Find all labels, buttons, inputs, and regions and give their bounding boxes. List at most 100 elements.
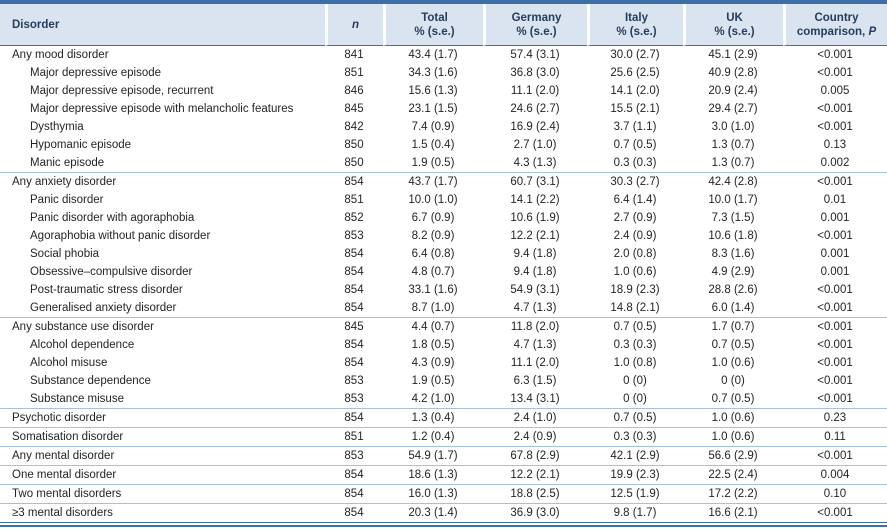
table-row: Panic disorder with agoraphobia 852 6.7 (0… [0,209,887,227]
cell-p: <0.001 [783,503,887,522]
table-body: Any mood disorder 841 43.4 (1.7) 57.4 (3.1)… [0,46,887,522]
cell-italy: 0.3 (0.3) [613,339,657,351]
cell-germany: 36.8 (3.0) [510,67,560,79]
col-header-uk: UK % (s.e.) [683,4,783,46]
col-header-disorder: Disorder [0,4,325,46]
cell-n: 854 [344,284,364,296]
cell-n: 853 [325,446,383,465]
cell-italy: 0.7 (0.5) [613,139,657,151]
cell-germany: 11.1 (2.0) [510,357,560,369]
table-bottom-rule [0,523,887,527]
cell-p: <0.001 [817,67,853,79]
cell-italy: 0.3 (0.3) [613,157,657,169]
cell-total: 4.3 (0.9) [411,357,455,369]
cell-p: <0.001 [783,446,887,465]
cell-disorder: Substance misuse [30,393,124,405]
col-header-country-line2-text: comparison, [796,25,869,38]
cell-n: 851 [344,67,364,79]
cell-disorder: Somatisation disorder [0,427,325,446]
cell-disorder: Psychotic disorder [0,408,325,427]
cell-p: 0.001 [820,248,850,260]
cell-p: <0.001 [817,103,853,115]
col-header-uk-line2: % (s.e.) [714,25,755,38]
cell-total: 10.0 (1.0) [408,194,458,206]
table-row: Somatisation disorder 851 1.2 (0.4) 2.4 (0.… [0,427,887,446]
col-header-country-line2: comparison, P [790,25,883,39]
cell-italy: 12.5 (1.9) [587,484,683,503]
cell-uk: 29.4 (2.7) [708,103,758,115]
cell-italy: 0 (0) [623,375,647,387]
cell-italy: 6.4 (1.4) [613,194,657,206]
cell-uk: 1.3 (0.7) [711,157,755,169]
cell-n: 854 [344,266,364,278]
cell-total: 16.0 (1.3) [383,484,483,503]
cell-p: 0.10 [783,484,887,503]
cell-disorder: Generalised anxiety disorder [30,302,177,314]
cell-total: 1.9 (0.5) [411,375,455,387]
cell-n: 853 [344,230,364,242]
cell-germany: 57.4 (3.1) [510,49,560,61]
table-row: Any mood disorder 841 43.4 (1.7) 57.4 (3.1)… [0,46,887,64]
col-header-total: Total % (s.e.) [383,4,483,46]
cell-total: 15.6 (1.3) [408,85,458,97]
cell-uk: 1.0 (0.6) [683,427,783,446]
cell-disorder: Major depressive episode [30,67,162,79]
cell-uk: 40.9 (2.8) [708,67,758,79]
cell-n: 853 [344,375,364,387]
cell-total: 8.7 (1.0) [411,302,455,314]
cell-p: 0.23 [783,408,887,427]
cell-n: 841 [344,49,364,61]
cell-n: 845 [344,103,364,115]
cell-total: 1.8 (0.5) [411,339,455,351]
cell-germany: 2.4 (0.9) [483,427,587,446]
cell-uk: 1.3 (0.7) [711,139,755,151]
cell-disorder: Agoraphobia without panic disorder [30,230,211,242]
table-row: Psychotic disorder 854 1.3 (0.4) 2.4 (1.0) 0… [0,408,887,427]
cell-germany: 60.7 (3.1) [483,172,587,191]
cell-germany: 36.9 (3.0) [483,503,587,522]
cell-n: 854 [344,357,364,369]
cell-n: 851 [325,427,383,446]
cell-uk: 56.6 (2.9) [683,446,783,465]
table-row: Post-traumatic stress disorder 854 33.1 (1… [0,281,887,299]
col-header-total-line2: % (s.e.) [414,25,455,38]
cell-uk: 7.3 (1.5) [711,212,755,224]
cell-disorder: One mental disorder [0,465,325,484]
cell-p: 0.11 [783,427,887,446]
cell-p: <0.001 [783,172,887,191]
cell-italy: 1.0 (0.6) [613,266,657,278]
cell-germany: 67.8 (2.9) [483,446,587,465]
cell-italy: 3.7 (1.1) [613,121,657,133]
cell-italy: 30.0 (2.7) [610,49,660,61]
cell-disorder: Any substance use disorder [0,317,325,336]
cell-italy: 42.1 (2.9) [587,446,683,465]
cell-uk: 1.0 (0.6) [683,408,783,427]
cell-germany: 11.8 (2.0) [483,317,587,336]
cell-disorder: Alcohol dependence [30,339,135,351]
cell-germany: 4.3 (1.3) [513,157,557,169]
cell-p: 0.01 [823,194,847,206]
cell-n: 854 [325,172,383,191]
table-row: Hypomanic episode 850 1.5 (0.4) 2.7 (1.0) 0.… [0,136,887,154]
cell-disorder: Social phobia [30,248,100,260]
cell-n: 854 [344,302,364,314]
cell-total: 6.4 (0.8) [411,248,455,260]
cell-uk: 20.9 (2.4) [708,85,758,97]
cell-n: 854 [344,248,364,260]
cell-italy: 1.0 (0.8) [613,357,657,369]
cell-total: 43.7 (1.7) [383,172,483,191]
cell-germany: 24.6 (2.7) [510,103,560,115]
cell-p: <0.001 [817,357,853,369]
cell-p: <0.001 [817,121,853,133]
table-row: Generalised anxiety disorder 854 8.7 (1.0)… [0,299,887,317]
cell-disorder: Two mental disorders [0,484,325,503]
cell-germany: 54.9 (3.1) [510,284,560,296]
cell-total: 1.2 (0.4) [383,427,483,446]
cell-p: <0.001 [783,317,887,336]
cell-germany: 2.4 (1.0) [483,408,587,427]
cell-p: <0.001 [817,393,853,405]
cell-uk: 28.8 (2.6) [708,284,758,296]
col-header-country-comparison: Country comparison, P [783,4,887,46]
cell-germany: 11.1 (2.0) [510,85,560,97]
